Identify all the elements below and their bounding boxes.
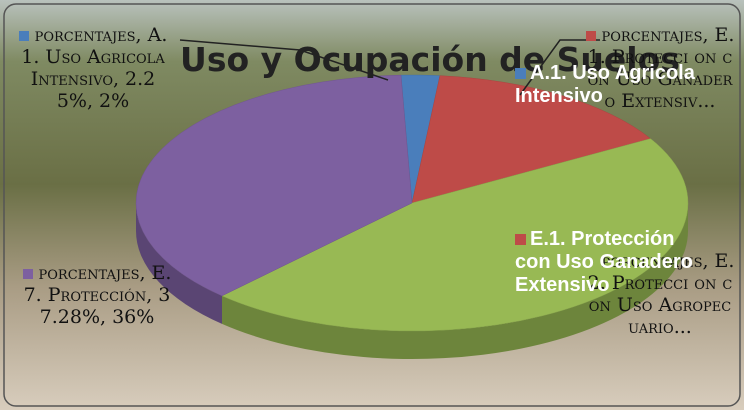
slice [135,74,413,297]
label-marker [585,31,596,41]
label-marker [22,269,33,279]
legend-item: E.1. Protección con Uso Ganadero Extensi… [515,228,715,297]
slice [411,75,652,204]
pie [135,74,689,360]
legend-swatch [515,68,526,79]
label-marker [18,31,29,41]
data-label: porcentajes, E.2. Protecci on con Uso Ag… [587,250,735,338]
legend-item: A.1. Uso Agricola Intensivo [515,62,715,108]
slice [221,138,689,332]
data-label: porcentajes, E.1. Protecci on con Uso Ga… [587,24,735,112]
data-label-box: porcentajes, E.1. Protecci on con Uso Ga… [585,24,735,112]
frame [3,3,741,407]
legend-swatch [515,234,526,245]
data-label-box: porcentajes, E.7. Protección, 37.28%, 36… [22,262,172,328]
chart-title: Uso y Ocupación de Suelos [180,40,680,79]
legend-label: A.1. Uso Agricola Intensivo [515,62,695,107]
data-label-box: porcentajes, A.1. Uso Agricola Intensivo… [18,24,168,112]
slice-side [136,203,223,324]
data-label: porcentajes, E.7. Protección, 37.28%, 36… [23,262,172,328]
legend-label: E.1. Protección con Uso Ganadero Extensi… [515,228,693,296]
data-label: porcentajes, A.1. Uso Agricola Intensivo… [21,24,168,112]
slice-side [222,203,688,360]
data-label-box: porcentajes, E.2. Protecci on con Uso Ag… [585,250,735,338]
leader-line [179,39,389,81]
label-marker [585,257,596,267]
